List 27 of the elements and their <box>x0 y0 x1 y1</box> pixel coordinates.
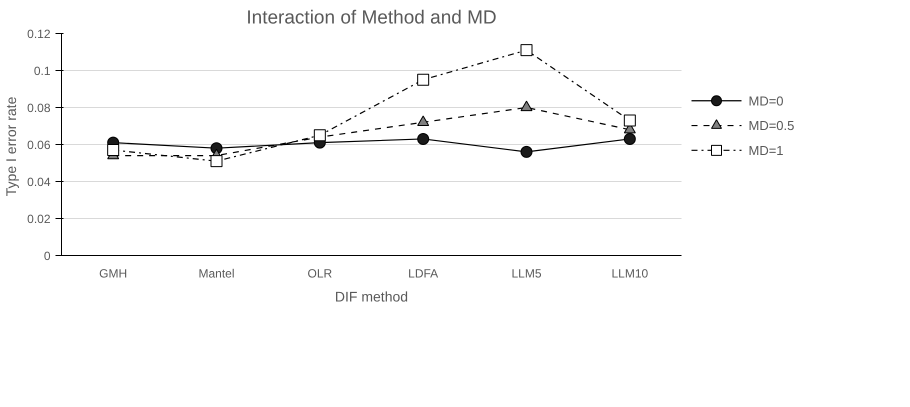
legend-label: MD=0 <box>748 93 784 108</box>
point <box>520 146 532 158</box>
x-tick-label: LLM10 <box>611 266 649 280</box>
y-tick-label: 0.02 <box>27 212 51 226</box>
x-tick-label: GMH <box>99 266 128 280</box>
y-tick-label: 0 <box>44 249 51 263</box>
y-tick-label: 0.04 <box>27 175 51 189</box>
point <box>417 74 430 86</box>
x-tick-label: OLR <box>307 266 333 280</box>
y-tick-label: 0.08 <box>27 101 51 115</box>
x-axis-title: DIF method <box>334 288 408 304</box>
y-axis-title: Type I error rate <box>3 96 20 196</box>
y-tick-label: 0.12 <box>27 27 51 41</box>
legend-label: MD=0.5 <box>748 118 794 134</box>
point <box>417 115 430 126</box>
x-tick-label: LDFA <box>408 266 438 280</box>
x-tick-label: LLM5 <box>511 266 542 280</box>
y-tick-label: 0.06 <box>27 138 51 152</box>
point <box>417 132 430 145</box>
point <box>520 100 532 112</box>
chart-title: Interaction of Method and MD <box>246 8 497 28</box>
point <box>210 155 222 168</box>
legend-label: MD=1 <box>748 142 784 158</box>
x-tick-label: Mantel <box>198 266 235 280</box>
y-tick-label: 0.1 <box>34 64 51 78</box>
point <box>624 132 636 145</box>
point <box>107 144 120 156</box>
